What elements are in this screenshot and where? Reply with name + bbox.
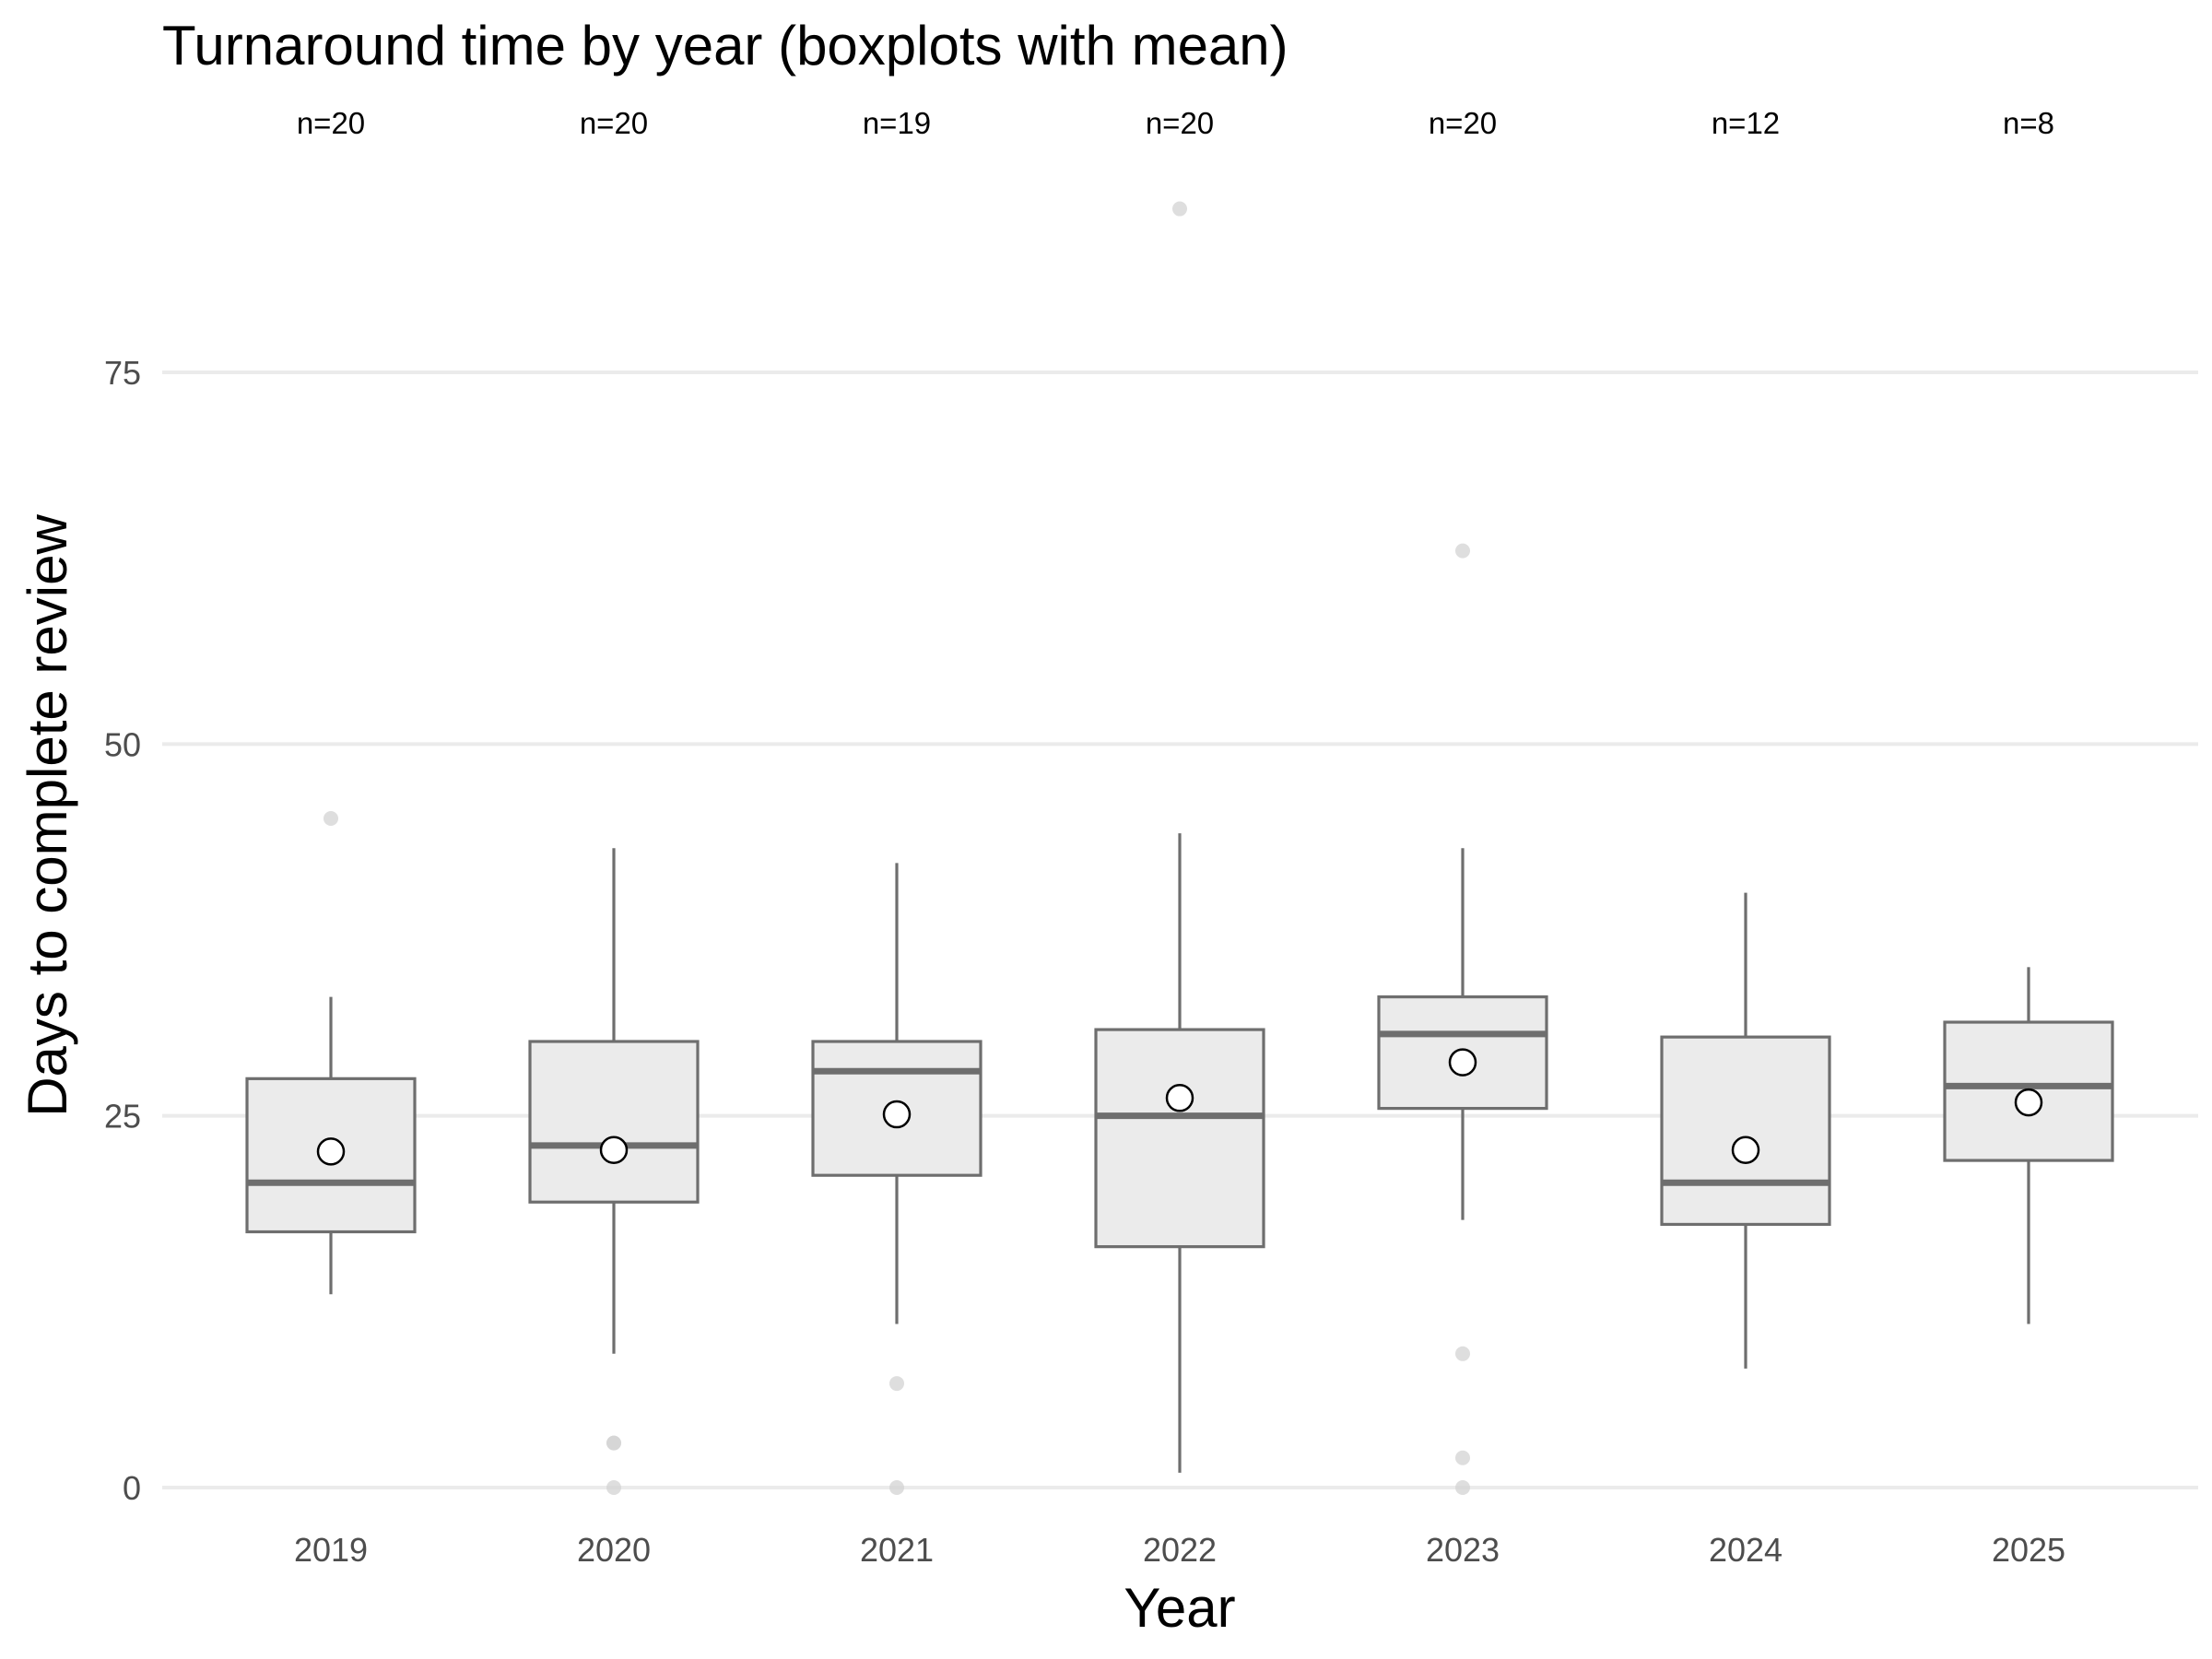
outlier-point [606, 1480, 621, 1495]
box-iqr [245, 1077, 417, 1234]
x-axis-title: Year [1124, 1577, 1235, 1639]
box-iqr [528, 1040, 700, 1204]
x-tick-label: 2023 [1426, 1531, 1500, 1569]
count-label: n=20 [1429, 106, 1497, 140]
mean-point [316, 1137, 346, 1166]
outlier-point [889, 1480, 904, 1495]
mean-point [1731, 1135, 1760, 1165]
y-tick-label: 25 [104, 1098, 141, 1135]
x-tick-label: 2022 [1143, 1531, 1217, 1569]
outlier-point [1172, 201, 1187, 217]
y-tick-label: 50 [104, 725, 141, 763]
y-tick-label: 75 [104, 354, 141, 392]
outlier-point [1455, 1480, 1470, 1495]
count-label: n=19 [863, 106, 931, 140]
box-group-2025 [1943, 967, 2114, 1324]
outlier-point [324, 811, 338, 826]
y-axis-title: Days to complete review [17, 514, 78, 1117]
box-group-2019 [245, 811, 417, 1295]
mean-point [1165, 1084, 1194, 1112]
x-tick-label: 2021 [860, 1531, 934, 1569]
grid-layer [162, 371, 2198, 1489]
x-tick-label: 2025 [1992, 1531, 2065, 1569]
outlier-point [889, 1376, 904, 1392]
count-label: n=20 [580, 106, 648, 140]
box-iqr [1660, 1035, 1831, 1227]
box-group-2021 [811, 863, 982, 1495]
mean-point [1448, 1048, 1477, 1077]
box-iqr [1094, 1028, 1265, 1249]
count-label: n=8 [2003, 106, 2054, 140]
mean-point [2014, 1088, 2043, 1117]
box-group-2023 [1377, 543, 1548, 1495]
chart-title: Turnaround time by year (boxplots with m… [162, 15, 1288, 76]
outlier-point [1455, 1346, 1470, 1361]
box-layer [245, 201, 2114, 1495]
mean-point [882, 1100, 912, 1129]
label-layer: 0 25 50 75 2019 n=20 2020 n=20 2021 n=19 2022 n=20 2… [104, 106, 2065, 1569]
x-tick-label: 2020 [577, 1531, 651, 1569]
count-label: n=12 [1712, 106, 1780, 140]
outlier-point [606, 1435, 621, 1451]
mean-point [599, 1135, 629, 1165]
box-group-2020 [528, 848, 700, 1495]
count-label: n=20 [297, 106, 365, 140]
x-tick-label: 2024 [1709, 1531, 1783, 1569]
box-group-2024 [1660, 892, 1831, 1369]
box-group-2022 [1094, 201, 1265, 1473]
outlier-point [1455, 1450, 1470, 1465]
x-tick-label: 2019 [294, 1531, 368, 1569]
outlier-point [1455, 543, 1470, 559]
y-tick-label: 0 [123, 1469, 141, 1507]
count-label: n=20 [1146, 106, 1214, 140]
